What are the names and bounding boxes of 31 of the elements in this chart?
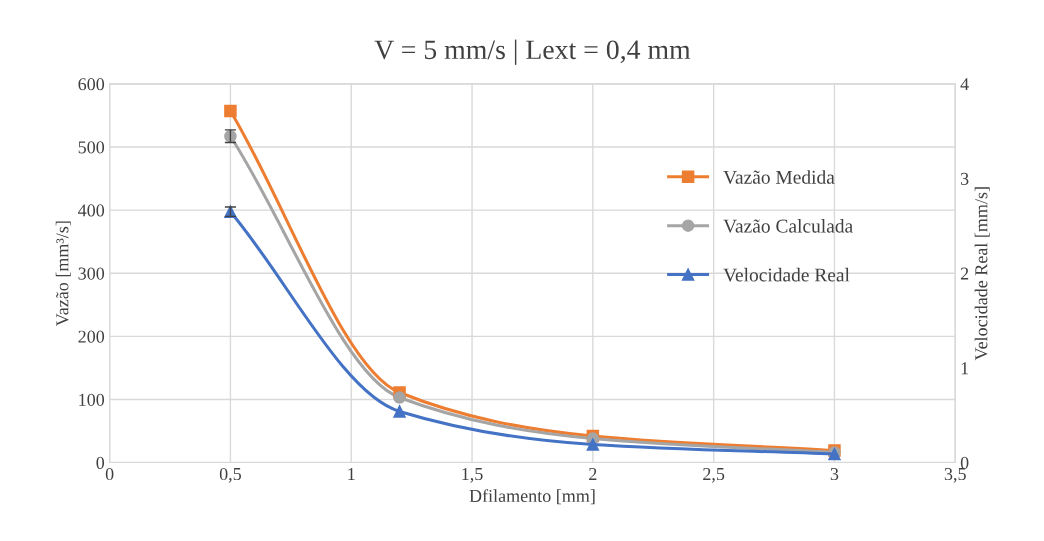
y-tick-label: 300 [78,267,105,280]
chart-title: V = 5 mm/s | Lext = 0,4 mm [374,39,691,65]
y-tick-label: 500 [78,141,105,154]
x-axis-title: Dfilamento [mm] [469,489,595,505]
x-tick-label: 1,5 [462,468,483,483]
y2-tick-label: 2 [960,267,969,280]
point [224,104,237,118]
x-tick-label: 2,5 [703,467,725,483]
y2-axis-title: Velocidade Real [mm/s] [974,187,990,361]
legend-label: Velocidade Real [723,267,850,282]
y-tick-label: 400 [78,204,105,217]
x-tick-label: 3,5 [944,467,966,483]
legend-label: Vazão Calculada [723,219,853,233]
y-axis-title: Vazão [mm³/s] [55,221,71,327]
point [393,405,406,418]
y2-tick-label: 4 [960,78,969,91]
x-tick-label: 3 [830,467,839,481]
x-tick-label: 0,5 [219,467,242,483]
point [393,391,406,404]
point [586,438,600,451]
y-tick-label: 200 [78,330,105,343]
y2-tick-label: 0 [960,456,969,469]
y2-tick-label: 3 [960,172,969,185]
y2-tick-label: 1 [961,362,969,375]
y-tick-label: 600 [78,78,105,91]
x-tick-label: 2 [589,467,597,480]
y-tick-label: 100 [79,393,105,406]
x-tick-label: 0 [105,467,114,481]
y-tick-label: 0 [96,456,105,469]
legend-label: Vazão Medida [723,170,835,184]
x-tick-label: 1 [348,468,355,480]
